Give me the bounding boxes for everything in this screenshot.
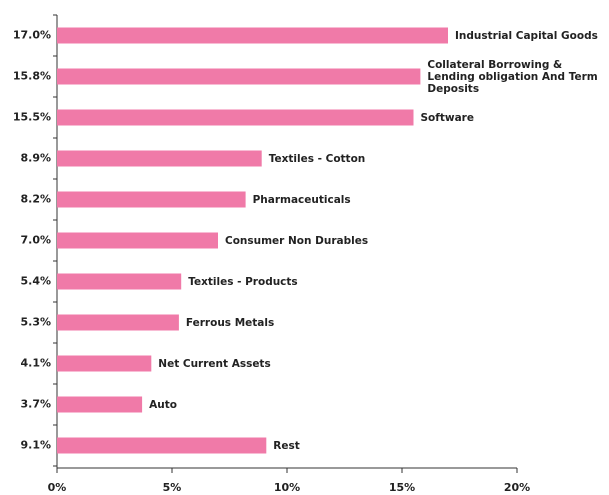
category-label: Consumer Non Durables [225, 234, 369, 247]
category-label: Collateral Borrowing & Lending obligatio… [427, 58, 598, 95]
value-label: 15.8% [13, 70, 51, 83]
value-label: 8.2% [20, 193, 51, 206]
value-label: 7.0% [20, 234, 51, 247]
x-tick-label: 5% [163, 481, 182, 494]
x-tick-label: 15% [389, 481, 415, 494]
bar [57, 437, 267, 454]
x-tick-label: 10% [274, 481, 300, 494]
category-label: Textiles - Cotton [268, 152, 366, 165]
category-label: Ferrous Metals [185, 316, 275, 329]
value-label: 8.9% [20, 152, 51, 165]
value-label: 15.5% [13, 111, 51, 124]
category-label: Industrial Capital Goods [455, 29, 598, 42]
x-tick-label: 20% [504, 481, 530, 494]
x-tick-label: 0% [48, 481, 67, 494]
bar [57, 150, 262, 167]
bar [57, 68, 421, 85]
bar [57, 27, 448, 44]
category-label: Software [420, 111, 474, 124]
bar [57, 355, 152, 372]
value-label: 4.1% [20, 357, 51, 370]
bar [57, 232, 218, 249]
bar [57, 396, 143, 413]
category-label: Auto [149, 398, 177, 411]
bar [57, 109, 414, 126]
value-label: 9.1% [20, 439, 51, 452]
value-label: 3.7% [20, 398, 51, 411]
value-label: 5.3% [20, 316, 51, 329]
category-label: Net Current Assets [158, 357, 271, 370]
category-label: Pharmaceuticals [252, 193, 351, 206]
bar [57, 273, 182, 290]
bar [57, 314, 179, 331]
category-label: Textiles - Products [188, 275, 298, 288]
bar [57, 191, 246, 208]
value-label: 17.0% [13, 29, 51, 42]
category-label: Rest [273, 439, 300, 452]
value-label: 5.4% [20, 275, 51, 288]
